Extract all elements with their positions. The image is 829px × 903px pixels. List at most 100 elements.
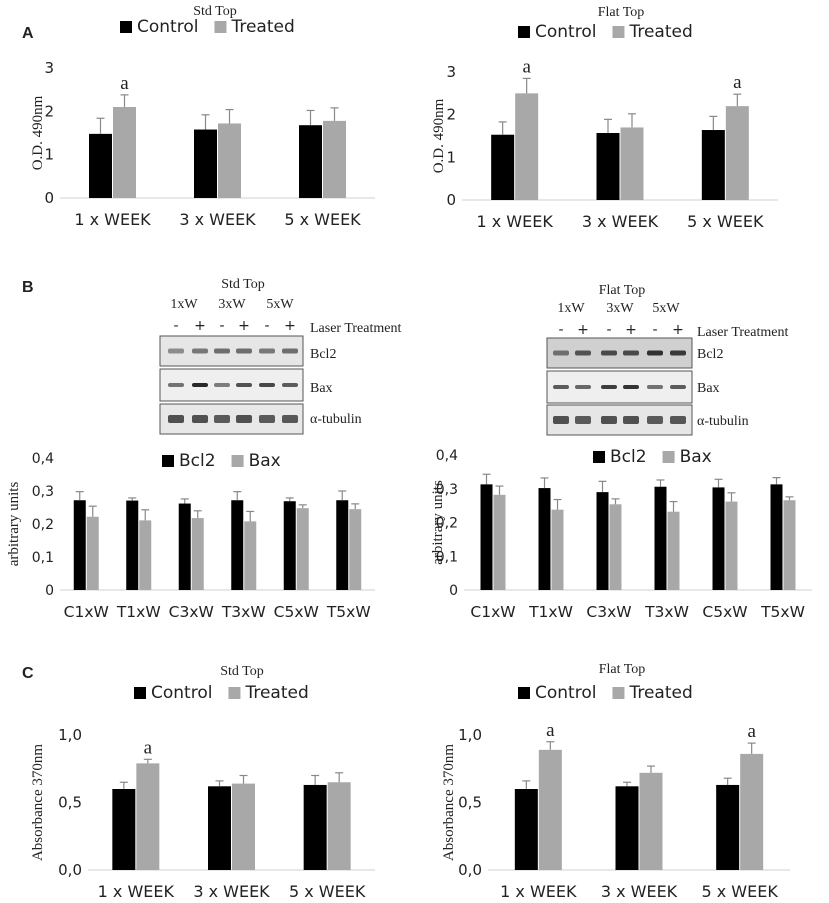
legend-label-bax: Bax xyxy=(680,447,712,467)
blot-flat-sign-5: - xyxy=(652,322,657,338)
y-tick-label: 1,0 xyxy=(458,726,482,744)
blot-flat-sign-4: + xyxy=(625,322,637,338)
bar-bcl2-1 xyxy=(73,500,86,590)
blot-std-group-2: 3xW xyxy=(218,297,246,312)
legend-swatch-treated xyxy=(214,21,227,33)
bar-control-3 xyxy=(303,784,327,870)
significance-annotation: a xyxy=(546,720,555,741)
blot-band xyxy=(192,383,208,387)
x-tick-label: 5 x WEEK xyxy=(687,212,764,231)
y-axis-label: arbitrary units xyxy=(6,482,22,567)
blot-std-sign-5: - xyxy=(264,318,269,334)
y-tick-label: 3 xyxy=(44,59,54,77)
bar-control-3 xyxy=(299,125,322,198)
legend-swatch-treated xyxy=(612,687,625,699)
bar-treated-3 xyxy=(740,753,764,870)
blot-flat-band-label-1: Bcl2 xyxy=(697,347,723,362)
legend-label-treated: Treated xyxy=(628,22,692,42)
legend-label-bcl2: Bcl2 xyxy=(610,447,647,467)
y-tick-label: 0,2 xyxy=(436,516,458,532)
blot-band xyxy=(623,416,639,424)
bar-bcl2-2 xyxy=(538,488,551,590)
y-tick-label: 1 xyxy=(44,146,54,164)
chart-title: Flat Top xyxy=(599,662,646,677)
bar-bcl2-1 xyxy=(480,484,493,590)
blot-std-band-label-3: α-tubulin xyxy=(310,412,362,427)
x-tick-label: 5 x WEEK xyxy=(289,882,366,898)
blot-std-sign-4: + xyxy=(238,318,250,334)
bar-bax-5 xyxy=(725,501,738,590)
y-tick-label: 3 xyxy=(446,63,456,81)
y-tick-label: 0,4 xyxy=(436,448,458,464)
bar-treated-3 xyxy=(725,106,749,200)
blot-band xyxy=(575,416,591,424)
blot-band xyxy=(192,348,208,354)
bar-bcl2-5 xyxy=(712,487,725,590)
bar-bax-1 xyxy=(86,516,99,590)
significance-annotation: a xyxy=(120,73,129,94)
blot-band xyxy=(647,350,663,356)
x-tick-label: T5xW xyxy=(326,603,371,621)
blot-band xyxy=(282,383,298,387)
bar-treated-1 xyxy=(136,763,160,870)
blot-flat-band-label-3: α-tubulin xyxy=(697,414,749,429)
legend-swatch-control xyxy=(120,21,132,33)
significance-annotation: a xyxy=(747,721,756,742)
blot-std-sign-3: - xyxy=(219,318,224,334)
blot-flat-top: Flat Top 1xW 3xW 5xW - + - + - + Laser T… xyxy=(546,283,788,436)
bar-control-2 xyxy=(208,786,231,870)
blot-flat-group-1: 1xW xyxy=(557,301,585,316)
blot-band xyxy=(214,348,230,354)
legend-label-bcl2: Bcl2 xyxy=(179,451,216,471)
y-tick-label: 0,1 xyxy=(32,550,54,566)
bar-treated-2 xyxy=(218,123,241,198)
x-tick-label: 1 x WEEK xyxy=(500,882,577,898)
blot-band xyxy=(601,385,617,389)
blot-flat-sign-3: - xyxy=(606,322,611,338)
blot-band xyxy=(670,385,686,389)
bar-control-2 xyxy=(615,786,639,870)
legend-label-control: Control xyxy=(151,683,212,703)
y-tick-label: 0,5 xyxy=(458,794,482,812)
chart-title: Std Top xyxy=(193,4,237,19)
blot-band xyxy=(236,383,252,387)
y-tick-label: 0,2 xyxy=(32,517,54,533)
y-tick-label: 2 xyxy=(44,102,54,120)
blot-band xyxy=(601,416,617,424)
y-axis-label: Absorbance 370nm xyxy=(441,744,457,861)
chart-b-flat-top: Bcl2 Bax arbitrary units 0 0,1 0,2 0,3 0,4 C1xW T… xyxy=(430,447,812,621)
blot-strip xyxy=(546,337,693,369)
panel-label-c: C xyxy=(22,665,34,682)
blot-band xyxy=(282,415,298,423)
bar-treated-1 xyxy=(113,107,136,198)
significance-annotation: a xyxy=(733,72,742,93)
bar-treated-2 xyxy=(639,772,663,870)
x-tick-label: 5 x WEEK xyxy=(701,882,778,898)
legend-label-treated: Treated xyxy=(230,17,294,37)
x-tick-label: T3xW xyxy=(221,603,266,621)
blot-band xyxy=(259,383,275,387)
legend-swatch-control xyxy=(134,687,146,699)
x-tick-label: 1 x WEEK xyxy=(98,882,175,898)
panel-label-a: A xyxy=(22,25,34,42)
blot-band xyxy=(259,415,275,423)
blot-flat-sign-6: + xyxy=(672,322,684,338)
bar-bcl2-6 xyxy=(336,500,349,590)
bar-control-1 xyxy=(89,133,112,198)
x-tick-label: C1xW xyxy=(64,603,109,621)
blot-flat-group-3: 5xW xyxy=(652,301,680,316)
y-tick-label: 0,0 xyxy=(458,861,482,879)
blot-band xyxy=(214,415,230,423)
bar-treated-2 xyxy=(232,783,255,870)
y-tick-label: 0,1 xyxy=(436,549,458,565)
blot-band xyxy=(670,416,686,424)
bar-bax-2 xyxy=(139,520,152,590)
blot-strip xyxy=(546,370,693,404)
y-tick-label: 0,4 xyxy=(32,451,54,467)
y-tick-label: 1,0 xyxy=(58,726,82,744)
blot-flat-sign-1: - xyxy=(558,322,563,338)
